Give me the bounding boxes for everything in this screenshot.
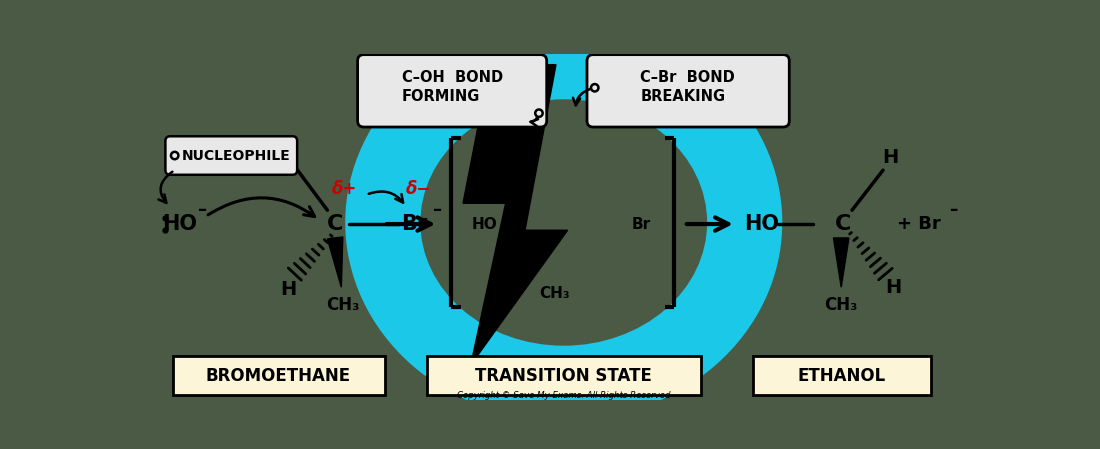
- Text: CH₃: CH₃: [327, 296, 360, 314]
- Text: –: –: [198, 201, 207, 219]
- FancyBboxPatch shape: [587, 55, 790, 127]
- Text: Copyright © Save My Exams. All Rights Reserved: Copyright © Save My Exams. All Rights Re…: [456, 391, 671, 400]
- Text: HO: HO: [472, 216, 497, 232]
- Text: C–OH  BOND
FORMING: C–OH BOND FORMING: [402, 70, 503, 104]
- Ellipse shape: [420, 99, 707, 346]
- Text: H: H: [280, 147, 297, 166]
- Circle shape: [536, 110, 542, 117]
- Polygon shape: [328, 237, 343, 287]
- Circle shape: [170, 152, 178, 159]
- Text: BROMOETHANE: BROMOETHANE: [206, 367, 351, 385]
- Text: HO: HO: [744, 214, 779, 234]
- Text: C: C: [327, 214, 343, 234]
- Text: –: –: [433, 201, 442, 219]
- Text: TRANSITION STATE: TRANSITION STATE: [475, 367, 652, 385]
- Text: H: H: [280, 280, 297, 299]
- Text: δ−: δ−: [406, 180, 431, 198]
- Circle shape: [591, 84, 598, 92]
- Text: C: C: [835, 214, 851, 234]
- Text: + Br: + Br: [896, 215, 940, 233]
- Text: ETHANOL: ETHANOL: [798, 367, 887, 385]
- FancyBboxPatch shape: [752, 357, 931, 395]
- Text: Br: Br: [402, 214, 427, 234]
- Text: δ+: δ+: [332, 180, 358, 198]
- Polygon shape: [834, 238, 849, 287]
- FancyBboxPatch shape: [173, 357, 385, 395]
- Text: HO: HO: [163, 214, 198, 234]
- Text: H: H: [882, 148, 899, 167]
- FancyBboxPatch shape: [358, 55, 547, 127]
- Text: NUCLEOPHILE: NUCLEOPHILE: [182, 149, 290, 163]
- Text: Br: Br: [631, 216, 651, 232]
- Text: H: H: [886, 277, 901, 297]
- Text: C–Br  BOND
BREAKING: C–Br BOND BREAKING: [640, 70, 735, 104]
- Text: CH₃: CH₃: [539, 286, 570, 301]
- Text: CH₃: CH₃: [825, 296, 858, 314]
- Polygon shape: [463, 65, 568, 365]
- FancyBboxPatch shape: [165, 136, 297, 175]
- FancyBboxPatch shape: [427, 357, 701, 395]
- Text: –: –: [948, 201, 957, 219]
